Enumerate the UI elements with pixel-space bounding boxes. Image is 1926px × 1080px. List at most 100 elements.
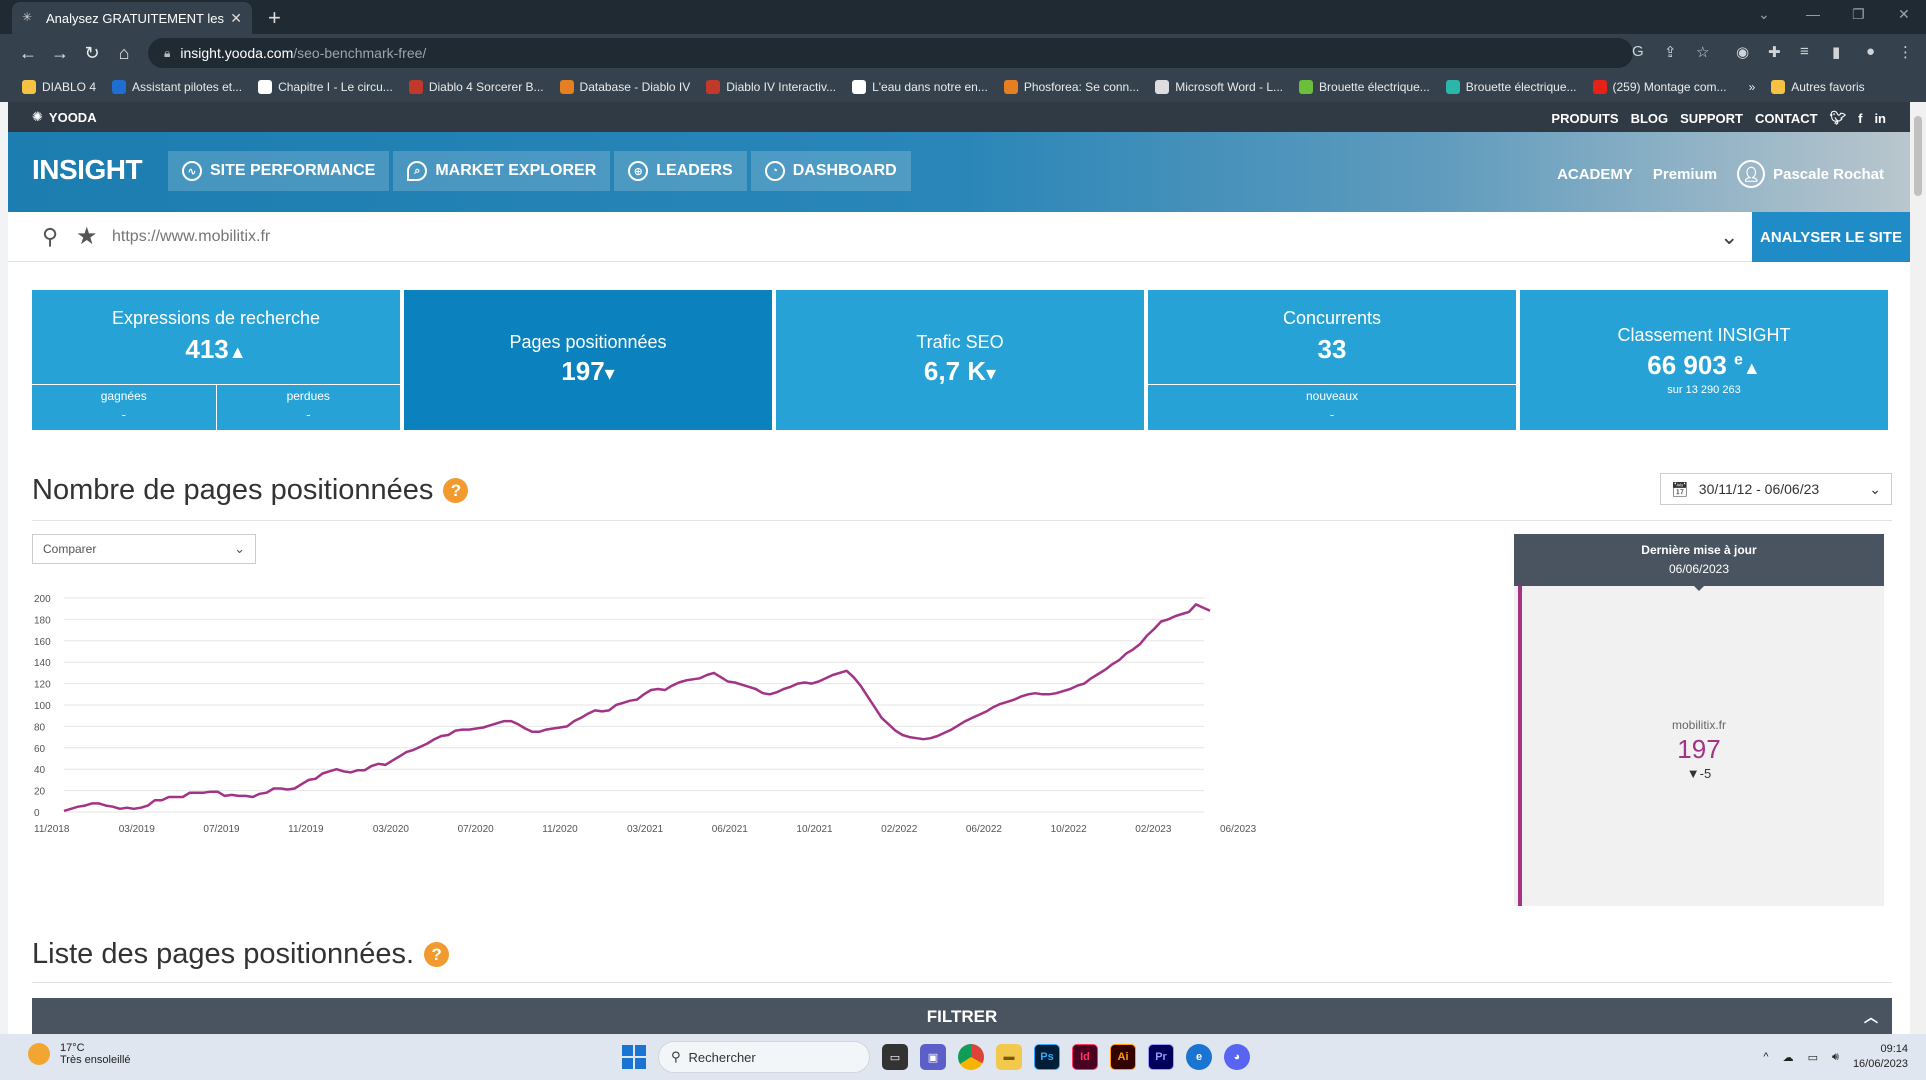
- onedrive-icon[interactable]: ☁: [1782, 1051, 1794, 1064]
- bookmark-item[interactable]: Assistant pilotes et...: [112, 80, 242, 94]
- edge-icon[interactable]: e: [1186, 1044, 1212, 1070]
- windows-start-icon[interactable]: [622, 1045, 646, 1069]
- site-url-input[interactable]: [112, 222, 1412, 252]
- link-contact[interactable]: CONTACT: [1754, 110, 1818, 126]
- photoshop-icon[interactable]: Ps: [1034, 1044, 1060, 1070]
- nav-market-explorer[interactable]: ⌕ MARKET EXPLORER: [393, 151, 611, 191]
- help-icon[interactable]: ?: [424, 942, 450, 967]
- bookmark-item[interactable]: (259) Montage com...: [1592, 80, 1727, 94]
- filter-bar[interactable]: FILTRER ︿: [32, 998, 1892, 1034]
- series-line[interactable]: [63, 603, 1211, 813]
- share-icon[interactable]: ⇪: [1664, 44, 1677, 61]
- bookmark-item[interactable]: Diablo IV Interactiv...: [706, 80, 836, 94]
- nav-leaders[interactable]: ⊕ LEADERS: [614, 151, 747, 191]
- twitter-icon[interactable]: 🐦︎: [1829, 110, 1847, 125]
- task-view-icon[interactable]: ▭: [882, 1044, 908, 1070]
- card-value: 6,7 K▾: [923, 356, 997, 386]
- link-support[interactable]: SUPPORT: [1680, 110, 1743, 126]
- nav-site-performance[interactable]: ∿ SITE PERFORMANCE: [168, 151, 390, 191]
- home-icon[interactable]: ⌂: [118, 42, 130, 63]
- compare-value: Comparer: [43, 542, 97, 556]
- bookmark-item[interactable]: Brouette électrique...: [1445, 80, 1577, 94]
- new-tab-icon[interactable]: +: [268, 5, 281, 30]
- address-bar[interactable]: 🔒︎ insight.yooda.com /seo-benchmark-free…: [148, 38, 1633, 68]
- favorite-star-icon[interactable]: ★: [76, 223, 98, 250]
- chevron-up-icon[interactable]: ︿: [1864, 1009, 1878, 1025]
- illustrator-icon[interactable]: Ai: [1110, 1044, 1136, 1070]
- bookmark-item[interactable]: Diablo 4 Sorcerer B...: [408, 80, 544, 94]
- page-scrollbar[interactable]: [1910, 102, 1926, 1034]
- puzzle-icon[interactable]: ✚: [1768, 44, 1781, 61]
- more-bookmarks-icon[interactable]: »: [1748, 80, 1756, 94]
- side-panel-icon[interactable]: ▮: [1832, 44, 1841, 61]
- bookmark-item[interactable]: Chapitre I - Le circu...: [258, 80, 393, 94]
- bookmark-item[interactable]: Microsoft Word - L...: [1155, 80, 1283, 94]
- close-tab-icon[interactable]: ✕: [230, 9, 242, 26]
- x-tick-label: 06/2022: [966, 824, 1003, 835]
- card-expressions[interactable]: Expressions de recherche 413▲ gagnées - p…: [32, 290, 400, 430]
- bookmark-item[interactable]: L'eau dans notre en...: [852, 80, 988, 94]
- clock[interactable]: 09:14 16/06/2023: [1853, 1042, 1908, 1072]
- analyze-site-button[interactable]: ANALYSER LE SITE: [1752, 212, 1910, 262]
- network-icon[interactable]: ▭: [1807, 1051, 1818, 1064]
- linkedin-icon[interactable]: in: [1874, 110, 1886, 126]
- minimize-icon[interactable]: —: [1806, 6, 1820, 22]
- indesign-icon[interactable]: Id: [1072, 1044, 1098, 1070]
- chrome-icon[interactable]: [958, 1044, 984, 1070]
- card-pages[interactable]: Pages positionnées 197▾: [404, 290, 772, 430]
- profile-icon[interactable]: ●: [1866, 43, 1876, 60]
- sun-icon: [28, 1043, 50, 1065]
- academy-link[interactable]: ACADEMY: [1557, 165, 1633, 183]
- pages-line-chart[interactable]: 0 20 40 60 80 100 120 140 160 180 200 11/2018 03/201…: [24, 592, 1504, 862]
- bookmark-item[interactable]: Phosforea: Se conn...: [1003, 80, 1139, 94]
- back-icon[interactable]: ←: [19, 42, 37, 63]
- forward-icon[interactable]: →: [51, 42, 69, 63]
- card-concurrents[interactable]: Concurrents 33 nouveaux -: [1148, 290, 1516, 430]
- teams-icon[interactable]: ▣: [920, 1044, 946, 1070]
- restore-icon[interactable]: ❐: [1852, 6, 1865, 22]
- browser-tab[interactable]: ✳ Analysez GRATUITEMENT les hab ✕: [12, 2, 252, 34]
- compare-select[interactable]: Comparer ⌄: [32, 534, 256, 564]
- link-blog[interactable]: BLOG: [1630, 110, 1669, 126]
- extension-icon[interactable]: ◉: [1736, 44, 1750, 61]
- volume-icon[interactable]: 🔊︎: [1832, 1050, 1839, 1063]
- bookmark-star-icon[interactable]: ☆: [1696, 44, 1710, 61]
- nav-label: LEADERS: [656, 162, 733, 179]
- premium-link[interactable]: Premium: [1652, 165, 1718, 183]
- reload-icon[interactable]: ↻: [84, 42, 100, 63]
- menu-icon[interactable]: ⋮: [1898, 44, 1913, 61]
- date-range-picker[interactable]: 📅︎ 30/11/12 - 06/06/23 ⌄: [1660, 473, 1892, 505]
- bookmark-item[interactable]: DIABLO 4: [22, 80, 96, 94]
- tab-search-icon[interactable]: ⌄: [1758, 6, 1770, 22]
- weather-widget[interactable]: 17°C Très ensoleillé: [28, 1042, 131, 1066]
- section-list-title: Liste des pages positionnées. ?: [32, 938, 450, 971]
- close-window-icon[interactable]: ✕: [1898, 6, 1910, 22]
- user-menu[interactable]: 👤︎ Pascale Rochat: [1737, 160, 1884, 188]
- dashboard-icon: ◔: [764, 161, 785, 181]
- nav-dashboard[interactable]: ◔ DASHBOARD: [750, 151, 911, 191]
- taskbar-search[interactable]: ⚲ Rechercher: [658, 1041, 870, 1073]
- tray-chevron-up-icon[interactable]: ^: [1763, 1051, 1769, 1063]
- link-produits[interactable]: PRODUITS: [1551, 110, 1619, 126]
- other-bookmarks-label: Autres favoris: [1791, 80, 1865, 94]
- discord-icon[interactable]: ◕: [1224, 1044, 1250, 1070]
- card-trafic[interactable]: Trafic SEO 6,7 K▾: [776, 290, 1144, 430]
- insight-brand[interactable]: INSIGHT: [32, 154, 143, 185]
- file-explorer-icon[interactable]: ▬: [996, 1044, 1022, 1070]
- chevron-down-icon[interactable]: ⌄: [1720, 224, 1739, 249]
- magnifier-icon: ⌕: [407, 161, 428, 181]
- scrollbar-thumb[interactable]: [1914, 116, 1922, 196]
- divider: [32, 982, 1892, 983]
- google-lens-icon[interactable]: G: [1632, 43, 1644, 60]
- x-tick-label: 10/2021: [796, 824, 833, 835]
- search-icon[interactable]: ⚲: [42, 224, 59, 249]
- other-bookmarks[interactable]: Autres favoris: [1771, 80, 1865, 94]
- facebook-icon[interactable]: f: [1858, 110, 1863, 126]
- card-classement[interactable]: Classement INSIGHT 66 903 e▲ sur 13 290 …: [1520, 290, 1888, 430]
- bookmark-item[interactable]: Brouette électrique...: [1299, 80, 1430, 94]
- premiere-icon[interactable]: Pr: [1148, 1044, 1174, 1070]
- yooda-logo[interactable]: ✺ YOODA: [32, 109, 97, 125]
- help-icon[interactable]: ?: [443, 478, 469, 503]
- reading-list-icon[interactable]: ≡: [1800, 43, 1809, 60]
- bookmark-item[interactable]: Database - Diablo IV: [559, 80, 690, 94]
